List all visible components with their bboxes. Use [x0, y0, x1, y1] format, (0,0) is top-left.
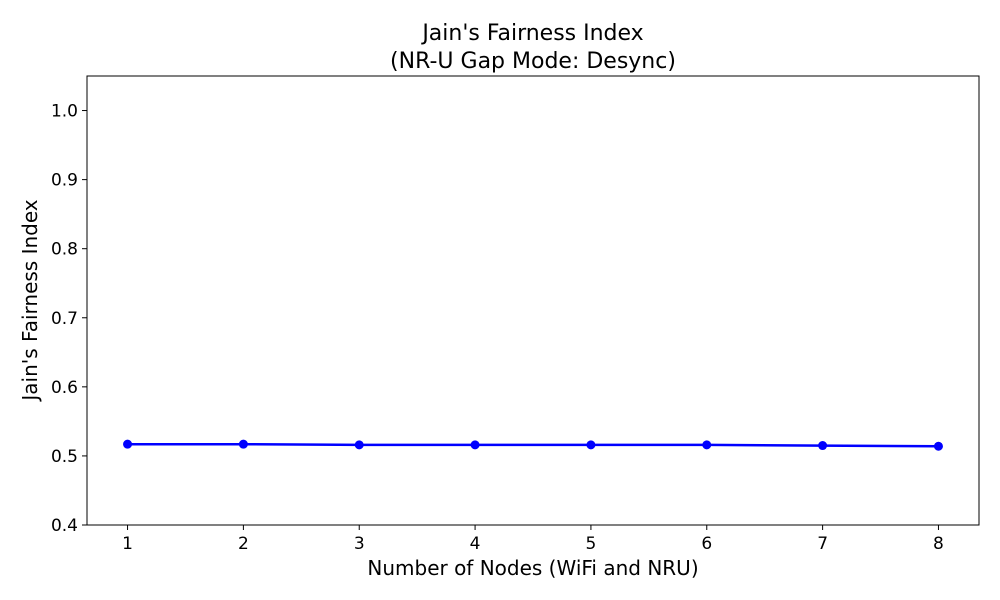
x-tick-label: 8 — [933, 534, 944, 554]
plot-area — [123, 439, 943, 451]
y-tick-label: 0.8 — [51, 240, 78, 260]
chart-title: Jain's Fairness Index — [420, 21, 643, 46]
y-tick-label: 0.5 — [51, 447, 78, 467]
y-tick-label: 1.0 — [51, 102, 78, 122]
x-tick-label: 3 — [354, 534, 365, 554]
series-line — [127, 442, 939, 448]
data-point — [586, 440, 596, 450]
x-tick-label: 5 — [586, 534, 597, 554]
data-point — [702, 440, 712, 450]
y-tick-label: 0.6 — [51, 378, 78, 398]
data-point — [470, 440, 480, 450]
x-axis-label: Number of Nodes (WiFi and NRU) — [367, 556, 698, 580]
y-tick-label: 0.9 — [51, 171, 78, 191]
y-tick-label: 0.4 — [51, 516, 78, 536]
y-tick-label: 0.7 — [51, 309, 78, 329]
x-tick-label: 7 — [817, 534, 828, 554]
x-tick-label: 4 — [470, 534, 481, 554]
plot-frame — [86, 75, 980, 526]
data-point — [123, 439, 133, 449]
y-axis-label: Jain's Fairness Index — [18, 199, 42, 402]
data-point — [238, 439, 248, 449]
chart-subtitle: (NR-U Gap Mode: Desync) — [390, 49, 676, 74]
x-tick-label: 1 — [122, 534, 133, 554]
data-point — [818, 441, 828, 451]
data-point — [354, 440, 364, 450]
x-tick-label: 6 — [701, 534, 712, 554]
data-point — [933, 441, 943, 451]
x-tick-label: 2 — [238, 534, 249, 554]
axis-ticks: 1 2 3 4 5 6 7 8 0.4 0.5 0.6 0.7 0.8 0.9 1.0 — [51, 102, 944, 554]
